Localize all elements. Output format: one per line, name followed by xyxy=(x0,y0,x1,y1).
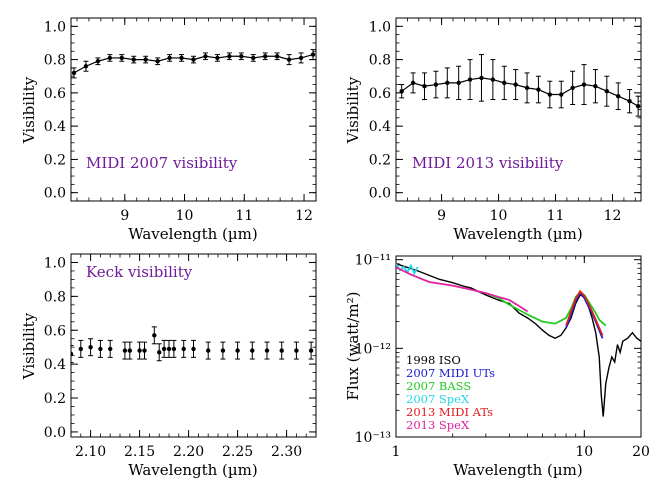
y-tick-label: 10⁻¹¹ xyxy=(355,253,391,269)
panel-annotation: MIDI 2013 visibility xyxy=(412,154,564,172)
y-tick-label: 0.2 xyxy=(44,391,66,407)
panel-annotation: Keck visibility xyxy=(86,263,193,281)
legend-entry: 1998 ISO xyxy=(406,353,461,367)
y-tick-label: 0.0 xyxy=(44,186,66,202)
data-point xyxy=(161,346,167,352)
plot-frame xyxy=(395,17,642,202)
panel-midi-2007: 9 10 11 12 0.0 0.2 0.4 0.6 0.8 1.0 MIDI 2007 visi… xyxy=(20,17,317,243)
y-tick-label: 0.0 xyxy=(369,186,391,202)
y-tick-label: 0.6 xyxy=(44,323,66,339)
y-tick-label: 1.0 xyxy=(369,19,391,35)
x-tick-label: 12 xyxy=(295,208,313,224)
data-point xyxy=(71,351,74,357)
y-tick-label: 0.2 xyxy=(44,152,66,168)
x-axis-label: Wavelength (µm) xyxy=(128,461,257,479)
panel-keck: 2.10 2.15 2.20 2.25 2.30 0.0 0.2 0.4 0.6 0.8 1.0 K… xyxy=(20,253,317,479)
x-axis-label: Wavelength (µm) xyxy=(128,225,257,243)
y-tick-label: 1.0 xyxy=(44,255,66,271)
x-tick-label: 10 xyxy=(176,208,194,224)
data-point xyxy=(78,346,84,352)
series-line-6 xyxy=(396,266,529,313)
data-point xyxy=(308,348,314,353)
x-tick-label: 20 xyxy=(632,444,650,460)
plot-frame xyxy=(70,17,317,202)
x-tick-label: 2.15 xyxy=(124,444,155,460)
series-line-3 xyxy=(485,290,607,327)
data-point xyxy=(142,348,147,353)
x-tick-label: 10 xyxy=(490,208,508,224)
legend-entry: 2013 MIDI ATs xyxy=(406,405,493,419)
y-axis-label: Flux (watt/m²) xyxy=(344,292,362,401)
y-tick-label: 0.4 xyxy=(44,119,66,135)
data-point xyxy=(279,348,284,353)
data-point xyxy=(152,333,157,338)
y-tick-label: 0.8 xyxy=(44,53,66,69)
data-points xyxy=(71,326,314,363)
data-point xyxy=(166,346,172,352)
panel-annotation: MIDI 2007 visibility xyxy=(86,154,238,172)
series-lines xyxy=(396,263,641,417)
data-point xyxy=(294,348,299,353)
y-tick-label: 0.8 xyxy=(369,53,391,69)
x-tick-label: 2.10 xyxy=(75,444,106,460)
y-tick-label: 1.0 xyxy=(44,19,66,35)
x-axis-label: Wavelength (µm) xyxy=(453,225,582,243)
data-point xyxy=(264,348,270,353)
data-point xyxy=(88,344,93,350)
data-point xyxy=(250,348,255,353)
y-tick-label: 0.4 xyxy=(369,119,391,135)
series-line-5 xyxy=(565,289,604,336)
data-point xyxy=(127,348,132,353)
x-tick-label: 2.30 xyxy=(271,444,302,460)
y-tick-label: 10⁻¹³ xyxy=(355,430,391,446)
x-tick-label: 2.20 xyxy=(173,444,204,460)
data-point xyxy=(220,348,226,353)
x-tick-label: 12 xyxy=(604,208,622,224)
series-line xyxy=(73,54,314,74)
data-point xyxy=(181,346,186,352)
y-axis-label: Visibility xyxy=(20,76,38,144)
y-axis-label: Visibility xyxy=(20,312,38,380)
x-tick-label: 2.25 xyxy=(222,444,253,460)
x-tick-label: 9 xyxy=(437,208,446,224)
data-point xyxy=(171,346,177,352)
data-point xyxy=(108,346,113,352)
data-point xyxy=(137,348,142,353)
series-line-1 xyxy=(396,263,641,417)
x-axis-label: Wavelength (µm) xyxy=(453,461,582,479)
legend-entry: 2007 MIDI UTs xyxy=(406,366,495,380)
data-point xyxy=(98,346,103,352)
data-point xyxy=(235,348,240,353)
legend-entry: 2007 BASS xyxy=(406,379,471,393)
y-tick-label: 0.6 xyxy=(44,86,66,102)
x-tick-label: 9 xyxy=(120,208,129,224)
legend-entry: 2007 SpeX xyxy=(406,392,470,406)
series-line xyxy=(401,77,639,107)
x-tick-label: 11 xyxy=(235,208,253,224)
data-point xyxy=(191,346,196,352)
x-tick-label: 1 xyxy=(392,444,401,460)
y-axis-label: Visibility xyxy=(344,76,362,144)
plot-frame xyxy=(395,255,642,438)
data-points xyxy=(71,49,316,79)
data-points xyxy=(399,54,641,117)
panel-midi-2013: 9 10 11 12 0.0 0.2 0.4 0.6 0.8 1.0 MIDI 2013 visi… xyxy=(344,17,642,243)
data-point xyxy=(206,348,211,353)
y-tick-label: 0.2 xyxy=(369,152,391,168)
x-tick-label: 11 xyxy=(547,208,565,224)
data-point xyxy=(157,350,162,355)
x-tick-label: 10 xyxy=(575,444,593,460)
legend-entry: 2013 SpeX xyxy=(406,418,470,432)
y-tick-label: 0.4 xyxy=(44,357,66,373)
y-tick-label: 10⁻¹² xyxy=(355,341,391,357)
y-tick-label: 0.8 xyxy=(44,289,66,305)
y-tick-label: 0.6 xyxy=(369,86,391,102)
data-point xyxy=(122,348,128,353)
y-tick-label: 0.0 xyxy=(44,425,66,441)
